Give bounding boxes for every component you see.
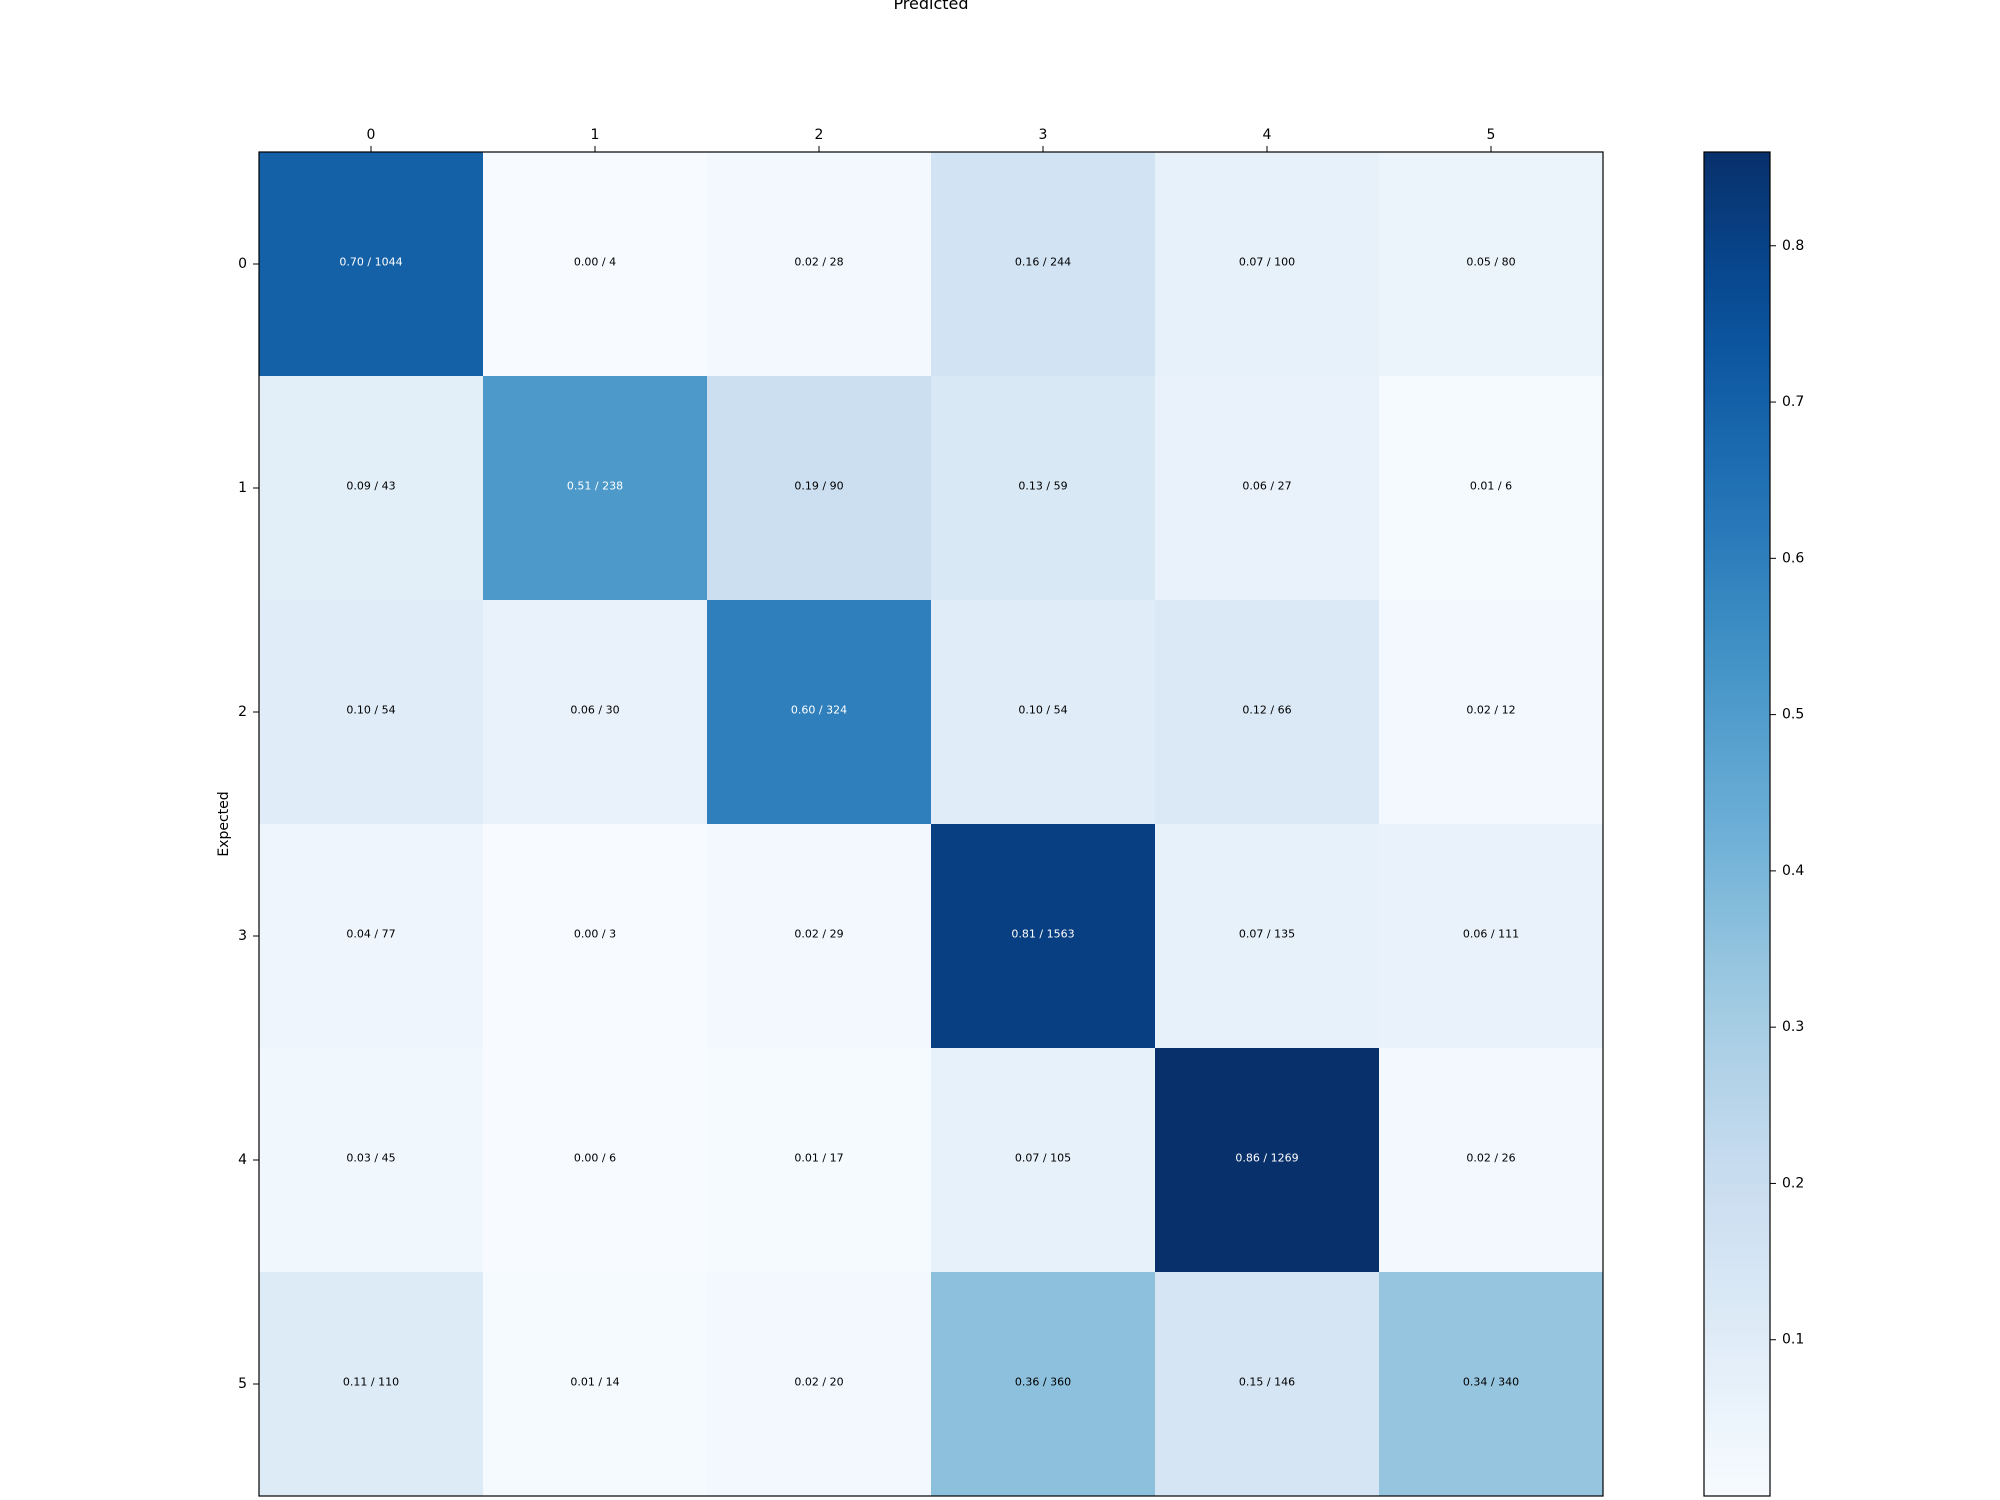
heatmap-cell bbox=[483, 1048, 708, 1273]
cell-label: 0.07 / 105 bbox=[1015, 1152, 1071, 1165]
colorbar-tick-label: 0.6 bbox=[1782, 550, 1804, 566]
heatmap-cell bbox=[483, 1272, 708, 1497]
heatmap-cell bbox=[259, 376, 484, 601]
cell-label: 0.16 / 244 bbox=[1015, 256, 1071, 269]
x-tick-label: 5 bbox=[1487, 127, 1496, 143]
cell-label: 0.06 / 30 bbox=[570, 704, 619, 717]
heatmap-cell bbox=[707, 824, 932, 1049]
heatmap-cell bbox=[931, 1272, 1156, 1497]
heatmap-cell bbox=[1379, 1272, 1604, 1497]
cell-label: 0.70 / 1044 bbox=[339, 256, 402, 269]
colorbar-tick-label: 0.5 bbox=[1782, 707, 1804, 723]
cell-label: 0.04 / 77 bbox=[346, 928, 395, 941]
heatmap-cell bbox=[1155, 600, 1380, 825]
cell-label: 0.02 / 20 bbox=[794, 1376, 843, 1389]
cell-label: 0.01 / 14 bbox=[570, 1376, 619, 1389]
colorbar-tick-label: 0.3 bbox=[1782, 1019, 1804, 1035]
cell-label: 0.03 / 45 bbox=[346, 1152, 395, 1165]
cell-label: 0.81 / 1563 bbox=[1011, 928, 1074, 941]
cell-label: 0.07 / 100 bbox=[1239, 256, 1295, 269]
x-tick-label: 2 bbox=[815, 127, 824, 143]
y-axis-title: Expected bbox=[216, 791, 232, 856]
colorbar-tick-label: 0.7 bbox=[1782, 394, 1804, 410]
heatmap-cell bbox=[1155, 376, 1380, 601]
x-tick-label: 3 bbox=[1039, 127, 1048, 143]
cell-label: 0.11 / 110 bbox=[343, 1376, 399, 1389]
cell-label: 0.02 / 26 bbox=[1466, 1152, 1515, 1165]
heatmap-cell bbox=[483, 824, 708, 1049]
heatmap-cell bbox=[1379, 600, 1604, 825]
y-tick-label: 4 bbox=[238, 1152, 247, 1168]
y-tick-label: 3 bbox=[238, 928, 247, 944]
cell-label: 0.02 / 12 bbox=[1466, 704, 1515, 717]
x-tick-label: 4 bbox=[1263, 127, 1272, 143]
cell-label: 0.07 / 135 bbox=[1239, 928, 1295, 941]
heatmap-cell bbox=[483, 376, 708, 601]
heatmap-cell bbox=[931, 824, 1156, 1049]
cell-label: 0.36 / 360 bbox=[1015, 1376, 1071, 1389]
heatmap-cell bbox=[931, 1048, 1156, 1273]
cell-label: 0.09 / 43 bbox=[346, 480, 395, 493]
heatmap-cell bbox=[1155, 824, 1380, 1049]
heatmap-cell bbox=[1155, 152, 1380, 377]
heatmap-cell bbox=[1155, 1272, 1380, 1497]
cell-label: 0.10 / 54 bbox=[346, 704, 395, 717]
x-tick-label: 0 bbox=[367, 127, 376, 143]
heatmap-cell bbox=[707, 152, 932, 377]
plot-frame bbox=[258, 151, 1604, 1497]
cell-label: 0.00 / 6 bbox=[574, 1152, 616, 1165]
heatmap-cell bbox=[707, 1048, 932, 1273]
heatmap-cell bbox=[707, 600, 932, 825]
colorbar-tick-label: 0.4 bbox=[1782, 863, 1804, 879]
colorbar-tick-label: 0.2 bbox=[1782, 1175, 1804, 1191]
heatmap-cell bbox=[483, 600, 708, 825]
heatmap-cell bbox=[259, 600, 484, 825]
heatmap-cell bbox=[1379, 152, 1604, 377]
heatmap-plot: 0.70 / 1044 0.00 / 4 0.02 / 28 0.16 / 244 0.… bbox=[238, 127, 1604, 1497]
cell-label: 0.12 / 66 bbox=[1242, 704, 1291, 717]
heatmap-cell bbox=[1379, 1048, 1604, 1273]
x-tick-label: 1 bbox=[591, 127, 600, 143]
heatmap-cell bbox=[259, 824, 484, 1049]
cell-label: 0.60 / 324 bbox=[791, 704, 847, 717]
heatmap-cell bbox=[1379, 824, 1604, 1049]
y-tick-label: 2 bbox=[238, 704, 247, 720]
heatmap-cell bbox=[259, 1048, 484, 1273]
cell-label: 0.34 / 340 bbox=[1463, 1376, 1519, 1389]
y-tick-label: 1 bbox=[238, 480, 247, 496]
cell-label: 0.00 / 4 bbox=[574, 256, 616, 269]
x-axis-title: Predicted bbox=[893, 0, 968, 13]
heatmap-cell bbox=[483, 152, 708, 377]
cell-label: 0.15 / 146 bbox=[1239, 1376, 1295, 1389]
cell-label: 0.05 / 80 bbox=[1466, 256, 1515, 269]
heatmap-cell bbox=[1379, 376, 1604, 601]
cell-label: 0.06 / 27 bbox=[1242, 480, 1291, 493]
heatmap-cell bbox=[707, 376, 932, 601]
heatmap-cell bbox=[259, 1272, 484, 1497]
cell-label: 0.01 / 6 bbox=[1470, 480, 1512, 493]
cell-label: 0.00 / 3 bbox=[574, 928, 616, 941]
y-tick-label: 5 bbox=[238, 1376, 247, 1392]
cell-label: 0.51 / 238 bbox=[567, 480, 623, 493]
heatmap-cell bbox=[1155, 1048, 1380, 1273]
heatmap-cell bbox=[931, 152, 1156, 377]
cell-label: 0.13 / 59 bbox=[1018, 480, 1067, 493]
heatmap-cell bbox=[707, 1272, 932, 1497]
y-tick-label: 0 bbox=[238, 256, 247, 272]
cell-label: 0.01 / 17 bbox=[794, 1152, 843, 1165]
cell-label: 0.10 / 54 bbox=[1018, 704, 1067, 717]
colorbar-tick-label: 0.8 bbox=[1782, 238, 1804, 254]
colorbar-gradient bbox=[1703, 151, 1771, 1497]
cell-label: 0.02 / 29 bbox=[794, 928, 843, 941]
heatmap-cell bbox=[931, 600, 1156, 825]
colorbar: 0.1 0.2 0.3 0.4 0.5 0.6 0.7 0.8 bbox=[1703, 151, 1804, 1497]
cell-label: 0.02 / 28 bbox=[794, 256, 843, 269]
colorbar-tick-label: 0.1 bbox=[1782, 1332, 1804, 1348]
cell-label: 0.86 / 1269 bbox=[1235, 1152, 1298, 1165]
heatmap-cell bbox=[931, 376, 1156, 601]
cell-label: 0.19 / 90 bbox=[794, 480, 843, 493]
cell-label: 0.06 / 111 bbox=[1463, 928, 1519, 941]
heatmap-cell bbox=[259, 152, 484, 377]
